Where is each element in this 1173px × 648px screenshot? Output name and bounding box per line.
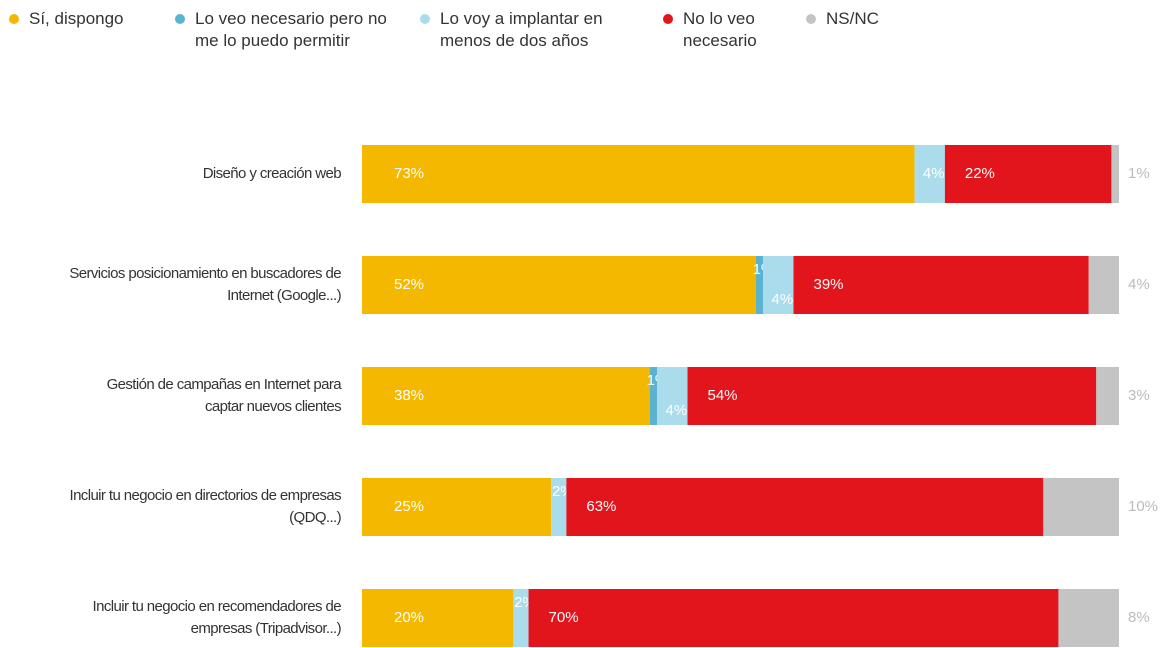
bar-segment	[793, 256, 1089, 314]
bar-segment	[649, 367, 658, 425]
bar-segment	[1043, 478, 1119, 536]
bar-segment	[657, 367, 688, 425]
bar-segment	[1096, 367, 1119, 425]
category-label: Diseño y creación web	[203, 165, 342, 182]
value-label: 70%	[549, 609, 579, 626]
category-label: Incluir tu negocio en directorios de emp…	[70, 487, 342, 504]
bar-segment	[914, 145, 945, 203]
legend-label: Lo voy a implantar en menos de dos años	[440, 9, 603, 50]
legend-swatch	[663, 14, 673, 24]
value-label: 8%	[1128, 609, 1150, 626]
value-label: 22%	[965, 165, 995, 182]
bar-segment	[528, 589, 1059, 647]
value-label: 4%	[666, 402, 688, 419]
bar-segment	[362, 256, 756, 314]
value-label: 10%	[1128, 498, 1158, 515]
value-label: 38%	[394, 387, 424, 404]
bar-segment	[687, 367, 1097, 425]
bar-segment	[362, 367, 650, 425]
value-label: 4%	[923, 165, 945, 182]
value-label: 4%	[1128, 276, 1150, 293]
bar-segment	[763, 256, 794, 314]
category-label: Gestión de campañas en Internet para	[107, 376, 343, 393]
value-label: 63%	[586, 498, 616, 515]
value-label: 54%	[708, 387, 738, 404]
bar-segment	[362, 478, 552, 536]
category-label: captar nuevos clientes	[205, 398, 341, 415]
bar-segment	[362, 589, 514, 647]
legend-item: NS/NC	[806, 8, 946, 30]
value-label: 73%	[394, 165, 424, 182]
legend-item: Sí, dispongo	[9, 8, 179, 30]
bar-segment	[1111, 145, 1119, 203]
bar-segment	[944, 145, 1112, 203]
category-label: Internet (Google...)	[227, 287, 342, 304]
value-label: 52%	[394, 276, 424, 293]
legend-label: Sí, dispongo	[29, 9, 124, 28]
value-label: 4%	[772, 291, 794, 308]
legend-swatch	[175, 14, 185, 24]
category-label: (QDQ...)	[289, 509, 341, 526]
category-label: empresas (Tripadvisor...)	[191, 620, 342, 637]
legend-item: Lo voy a implantar en menos de dos años	[420, 8, 640, 52]
legend-label: No lo veo necesario	[683, 9, 757, 50]
bar-segment	[1058, 589, 1119, 647]
category-label: Servicios posicionamiento en buscadores …	[69, 265, 341, 282]
value-label: 1%	[1128, 165, 1150, 182]
legend-item: No lo veo necesario	[663, 8, 793, 52]
value-label: 3%	[1128, 387, 1150, 404]
legend-item: Lo veo necesario pero no me lo puedo per…	[175, 8, 405, 52]
bar-segment	[1088, 256, 1119, 314]
bar-segment	[755, 256, 764, 314]
value-label: 39%	[813, 276, 843, 293]
value-label: 20%	[394, 609, 424, 626]
legend-swatch	[806, 14, 816, 24]
legend-swatch	[9, 14, 19, 24]
bar-segment	[566, 478, 1044, 536]
legend-label: Lo veo necesario pero no me lo puedo per…	[195, 9, 387, 50]
category-label: Incluir tu negocio en recomendadores de	[93, 598, 342, 615]
bar-segment	[551, 478, 567, 536]
bar-segment	[362, 145, 915, 203]
legend-swatch	[420, 14, 430, 24]
bar-segment	[513, 589, 529, 647]
value-label: 25%	[394, 498, 424, 515]
legend-label: NS/NC	[826, 9, 879, 28]
